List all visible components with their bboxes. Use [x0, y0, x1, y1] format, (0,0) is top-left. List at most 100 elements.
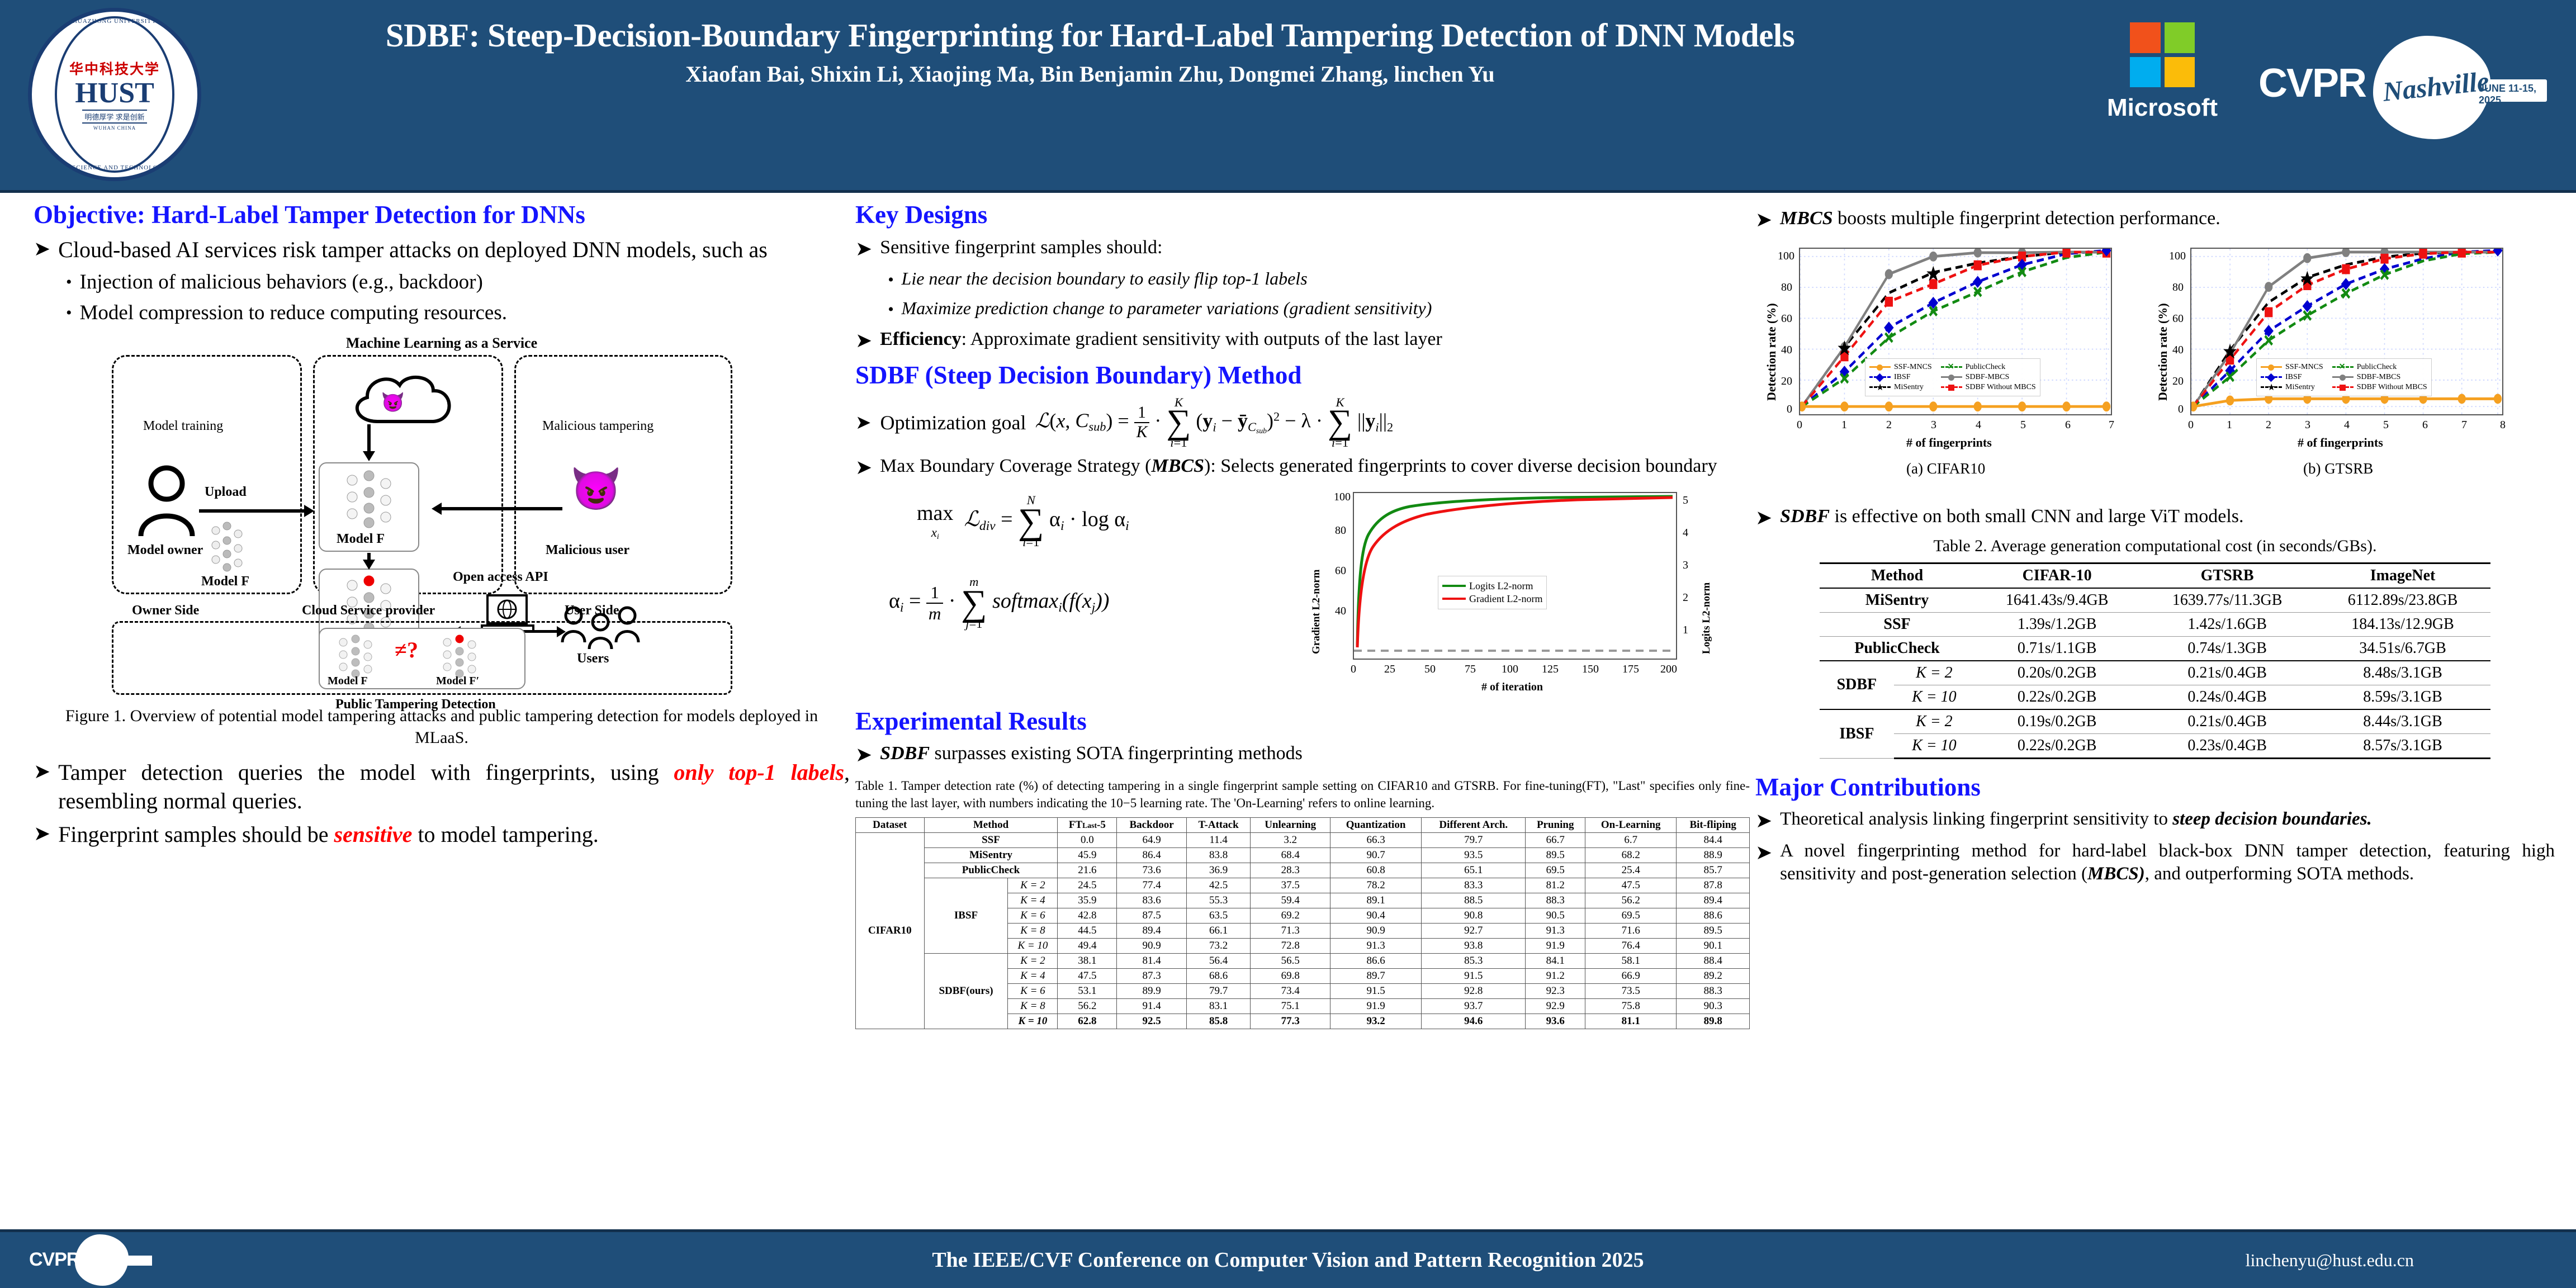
- legend-label-ssf-mncs: SSF-MNCS: [1894, 362, 1932, 371]
- th-unlearning: Unlearning: [1250, 817, 1330, 834]
- gtsrb-ylabel: Detection rate (%): [2156, 303, 2170, 401]
- legend-line-green-icon: [1442, 585, 1466, 588]
- bullet2-post: , resembling normal queries.: [58, 760, 850, 813]
- table1-k-cell: K = 6: [1007, 983, 1058, 1000]
- table1-value-cell: 93.6: [1525, 1014, 1586, 1030]
- legend-item-ssf-mncs: SSF-MNCS: [1869, 363, 1932, 372]
- th2-gtsrb: GTSRB: [2139, 562, 2315, 589]
- title-block: SDBF: Steep-Decision-Boundary Fingerprin…: [224, 17, 1957, 87]
- malicious-user-icon: 😈: [570, 467, 622, 513]
- dot-bullet-icon: •: [66, 272, 72, 291]
- gtsrb-legend: SSF-MNCS IBSF ★ MiSentry: [2256, 358, 2432, 396]
- th-different-arch: Different Arch.: [1421, 817, 1526, 834]
- mbcs-result-em: MBCS: [1780, 208, 1833, 229]
- footer-guitar-neck-shape: [121, 1256, 152, 1266]
- label-owner-side: Owner Side: [132, 603, 200, 618]
- hust-university-logo: HUAZHONG UNIVERSITY 华中科技大学 HUST 明德厚学 求是创…: [28, 8, 201, 181]
- table1-method-cell: IBSF: [924, 878, 1008, 954]
- table2-value-cell: 8.48s/3.1GB: [2315, 660, 2490, 685]
- poster-header: HUAZHONG UNIVERSITY 华中科技大学 HUST 明德厚学 求是创…: [0, 0, 2576, 190]
- table2-header-row: Method CIFAR-10 GTSRB ImageNet: [1820, 562, 2490, 589]
- cifar10-xtick-4: 4: [1976, 418, 1981, 431]
- table1-value-cell: 89.7: [1329, 968, 1422, 984]
- mbcs-result-text: MBCS boosts multiple fingerprint detecti…: [1780, 207, 2555, 233]
- table1-value-cell: 65.1: [1421, 863, 1526, 879]
- legend-label-sdbf-without-mbcs: SDBF Without MBCS: [1965, 382, 2036, 391]
- legend-item-sdbf-without-mbcs: SDBF Without MBCS: [2332, 383, 2427, 392]
- table1-value-cell: 66.1: [1186, 923, 1251, 939]
- sdbf-method-heading: SDBF (Steep Decision Boundary) Method: [855, 361, 1302, 390]
- table1-value-cell: 86.4: [1116, 847, 1187, 864]
- table-row: K = 8 44.5 89.4 66.1 71.3 90.9 92.7 91.3 71.6 89.…: [856, 923, 1750, 939]
- gtsrb-legend-col2: ✕ PublicCheck SDBF-MBCS SDBF Without MBC: [2332, 362, 2427, 393]
- left-arrowhead-icon: [432, 503, 442, 515]
- table2-group-cell: SDBF: [1820, 660, 1894, 710]
- table2-value-cell: 34.51s/6.7GB: [2315, 636, 2490, 661]
- table1-k-cell: K = 2: [1007, 953, 1058, 969]
- contrib2-pre: A novel fingerprinting method for hard-l…: [1780, 840, 2555, 884]
- legend-line-red-icon: [1940, 385, 1962, 391]
- table1-value-cell: 69.8: [1250, 968, 1330, 984]
- table1-value-cell: 94.6: [1421, 1014, 1526, 1030]
- gtsrb-ytick-40: 40: [2172, 343, 2184, 356]
- table1-value-cell: 6.7: [1585, 832, 1677, 849]
- table-row: K = 6 42.8 87.5 63.5 69.2 90.4 90.8 90.5 69.5 88.…: [856, 908, 1750, 924]
- table2-k-cell: K = 2: [1893, 660, 1975, 685]
- objective-bullet-3-text: Fingerprint samples should be sensitive …: [58, 821, 850, 849]
- column-right: ➤ MBCS boosts multiple fingerprint detec…: [1755, 201, 2555, 892]
- th-bit-fliping: Bit-fliping: [1676, 817, 1750, 834]
- bullet2-pre: Tamper detection queries the model with …: [58, 760, 674, 785]
- table1-value-cell: 73.2: [1186, 938, 1251, 954]
- legend-line-gray-icon: [2332, 375, 2354, 381]
- table1-value-cell: 28.3: [1250, 863, 1330, 879]
- cifar10-subcaption: (a) CIFAR10: [1906, 460, 1986, 477]
- microsoft-wordmark: Microsoft: [2107, 94, 2218, 121]
- l2norm-ytick-60: 60: [1335, 564, 1346, 577]
- gtsrb-subcaption: (b) GTSRB: [2303, 460, 2374, 477]
- legend-item-publiccheck: ✕ PublicCheck: [2332, 363, 2427, 372]
- optimization-goal-label: Optimization goal: [880, 411, 1026, 434]
- table-row: IBSF K = 2 0.19s/0.2GB 0.21s/0.4GB 8.44s/3.1…: [1820, 708, 2490, 759]
- objective-bullet-1-text: Cloud-based AI services risk tamper atta…: [58, 236, 768, 262]
- arrow-bullet-icon: ➤: [1755, 841, 1773, 864]
- cifar10-xtick-3: 3: [1931, 418, 1936, 431]
- table1-value-cell: 24.5: [1057, 878, 1117, 894]
- key-designs-subbullet-2: • Maximize prediction change to paramete…: [888, 297, 1750, 322]
- l2norm-ytick-80: 80: [1335, 524, 1346, 537]
- legend-line-red-icon: [2332, 385, 2354, 391]
- dot-bullet-icon: •: [66, 303, 72, 322]
- table1-method-cell: PublicCheck: [924, 863, 1058, 879]
- header-divider: [0, 190, 2576, 193]
- table1-value-cell: 66.9: [1585, 968, 1677, 984]
- table1-value-cell: 68.2: [1585, 847, 1677, 864]
- footer-email[interactable]: linchenyu@hust.edu.cn: [2245, 1249, 2414, 1270]
- table1-value-cell: 83.1: [1186, 998, 1251, 1015]
- efficiency-text: : Approximate gradient sensitivity with …: [961, 329, 1442, 350]
- arrow-bullet-icon: ➤: [855, 237, 873, 260]
- table1-value-cell: 11.4: [1186, 832, 1251, 849]
- table2-value-cell: 1641.43s/9.4GB: [1974, 588, 2140, 613]
- table1-value-cell: 42.5: [1186, 878, 1251, 894]
- model-owner-icon: [138, 465, 195, 537]
- cifar10-ytick-60: 60: [1781, 312, 1792, 325]
- th2-cifar10: CIFAR-10: [1974, 562, 2140, 589]
- cloud-to-model-line: [367, 424, 371, 454]
- gtsrb-xtick-4: 4: [2344, 418, 2350, 431]
- contribution-2-text: A novel fingerprinting method for hard-l…: [1780, 840, 2555, 886]
- cifar10-detection-chart: Detection rate (%): [1755, 239, 2135, 501]
- key-designs-bullet-2: ➤ Efficiency: Approximate gradient sensi…: [855, 328, 1750, 354]
- table1-value-cell: 88.3: [1676, 983, 1750, 1000]
- footer-divider: [0, 1229, 2576, 1232]
- cifar10-xlabel: # of fingerprints: [1906, 435, 1992, 449]
- table1-k-cell: K = 6: [1007, 908, 1058, 924]
- label-users: Users: [577, 651, 609, 666]
- mbcs-bullet-text: Max Boundary Coverage Strategy (MBCS): S…: [880, 454, 1750, 481]
- detection-rate-charts: Detection rate (%): [1755, 239, 2555, 501]
- table1-method-cell: SDBF(ours): [924, 953, 1008, 1030]
- table1-value-cell: 47.5: [1057, 968, 1117, 984]
- table2-value-cell: 0.71s/1.1GB: [1974, 636, 2140, 661]
- footer-guitar-body-shape: [75, 1234, 129, 1286]
- table1-value-cell: 90.1: [1676, 938, 1750, 954]
